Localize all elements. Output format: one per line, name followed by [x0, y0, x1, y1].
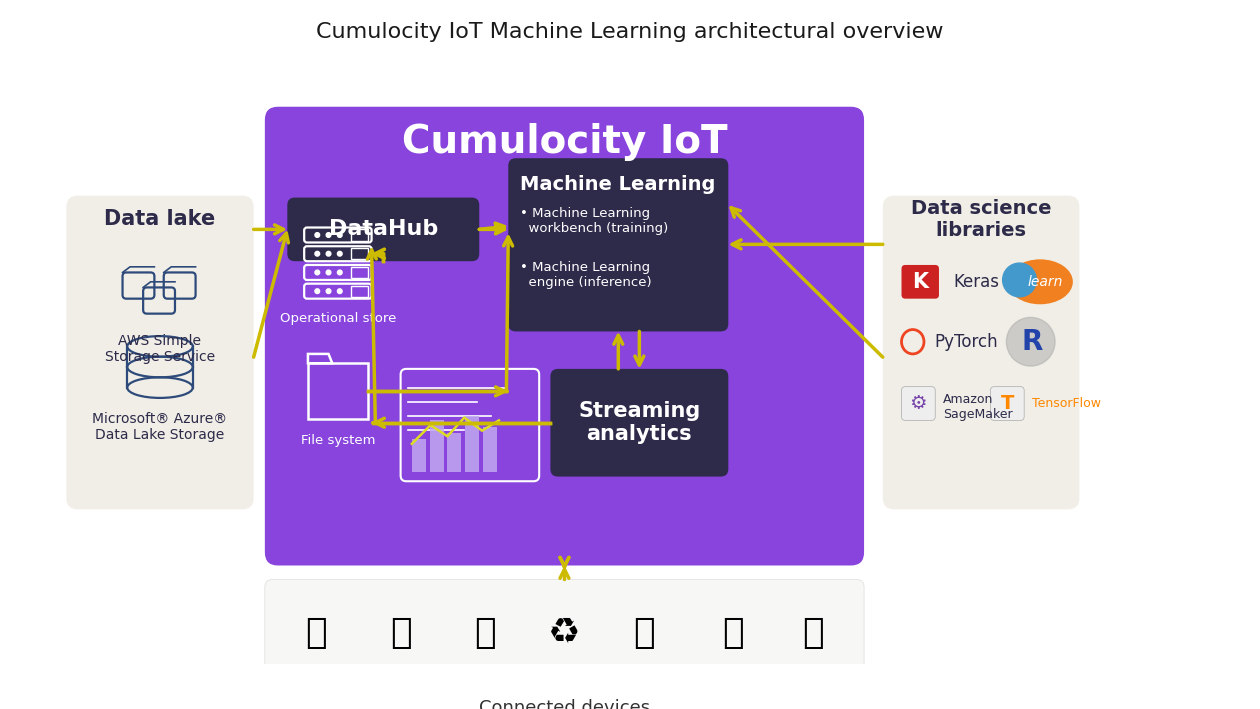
Text: AWS Simple
Storage Service: AWS Simple Storage Service: [105, 334, 215, 364]
Circle shape: [338, 252, 343, 256]
Circle shape: [326, 270, 331, 275]
Text: T: T: [1000, 394, 1014, 413]
Bar: [483, 427, 496, 472]
Bar: [352, 230, 368, 240]
Text: learn: learn: [1028, 275, 1063, 289]
FancyBboxPatch shape: [551, 369, 728, 476]
Circle shape: [1003, 263, 1036, 297]
Text: Data lake: Data lake: [105, 209, 215, 229]
Circle shape: [326, 289, 331, 294]
FancyBboxPatch shape: [265, 579, 864, 687]
Bar: [465, 415, 479, 472]
Text: Keras: Keras: [953, 273, 999, 291]
Bar: [352, 267, 368, 278]
Text: Cumulocity IoT Machine Learning architectural overview: Cumulocity IoT Machine Learning architec…: [316, 22, 944, 42]
Text: 🚚: 🚚: [305, 616, 328, 650]
FancyBboxPatch shape: [901, 265, 939, 298]
Text: 🚗: 🚗: [801, 616, 823, 650]
Circle shape: [326, 233, 331, 238]
Bar: [430, 420, 444, 472]
Text: PyTorch: PyTorch: [934, 333, 998, 351]
Circle shape: [338, 270, 343, 275]
Text: • Machine Learning
  engine (inference): • Machine Learning engine (inference): [519, 261, 651, 289]
Circle shape: [315, 270, 320, 275]
Circle shape: [315, 252, 320, 256]
Text: 💗: 💗: [474, 616, 495, 650]
Circle shape: [315, 233, 320, 238]
Text: TensorFlow: TensorFlow: [1032, 397, 1101, 410]
Circle shape: [326, 252, 331, 256]
FancyBboxPatch shape: [883, 196, 1080, 509]
Text: Cumulocity IoT: Cumulocity IoT: [402, 123, 727, 162]
Text: • Machine Learning
  workbench (training): • Machine Learning workbench (training): [519, 207, 668, 235]
Ellipse shape: [1007, 259, 1072, 304]
Text: R: R: [1022, 328, 1043, 356]
FancyBboxPatch shape: [265, 107, 864, 566]
Text: 🏭: 🏭: [389, 616, 412, 650]
Text: DataHub: DataHub: [329, 219, 438, 240]
Text: Data science
libraries: Data science libraries: [911, 199, 1051, 240]
Text: Connected devices: Connected devices: [479, 699, 650, 709]
Circle shape: [315, 289, 320, 294]
FancyBboxPatch shape: [401, 369, 539, 481]
FancyBboxPatch shape: [990, 386, 1024, 420]
FancyBboxPatch shape: [67, 196, 253, 509]
FancyBboxPatch shape: [508, 158, 728, 331]
Text: ⚙: ⚙: [910, 394, 927, 413]
Text: 🚜: 🚜: [722, 616, 743, 650]
Circle shape: [1007, 318, 1055, 366]
Text: ♻: ♻: [548, 616, 581, 650]
Text: Machine Learning: Machine Learning: [519, 175, 714, 194]
Text: Microsoft® Azure®
Data Lake Storage: Microsoft® Azure® Data Lake Storage: [92, 412, 228, 442]
Bar: [412, 439, 426, 472]
Bar: [447, 432, 461, 472]
Text: Operational store: Operational store: [280, 312, 396, 325]
FancyBboxPatch shape: [901, 386, 935, 420]
Text: Streaming
analytics: Streaming analytics: [578, 401, 701, 445]
Circle shape: [338, 289, 343, 294]
FancyBboxPatch shape: [287, 198, 479, 261]
Circle shape: [338, 233, 343, 238]
Bar: [352, 248, 368, 259]
Text: K: K: [912, 272, 929, 292]
Text: 💧: 💧: [634, 616, 655, 650]
Bar: [352, 286, 368, 297]
Text: File system: File system: [301, 435, 375, 447]
Text: Amazon
SageMaker: Amazon SageMaker: [942, 393, 1012, 421]
